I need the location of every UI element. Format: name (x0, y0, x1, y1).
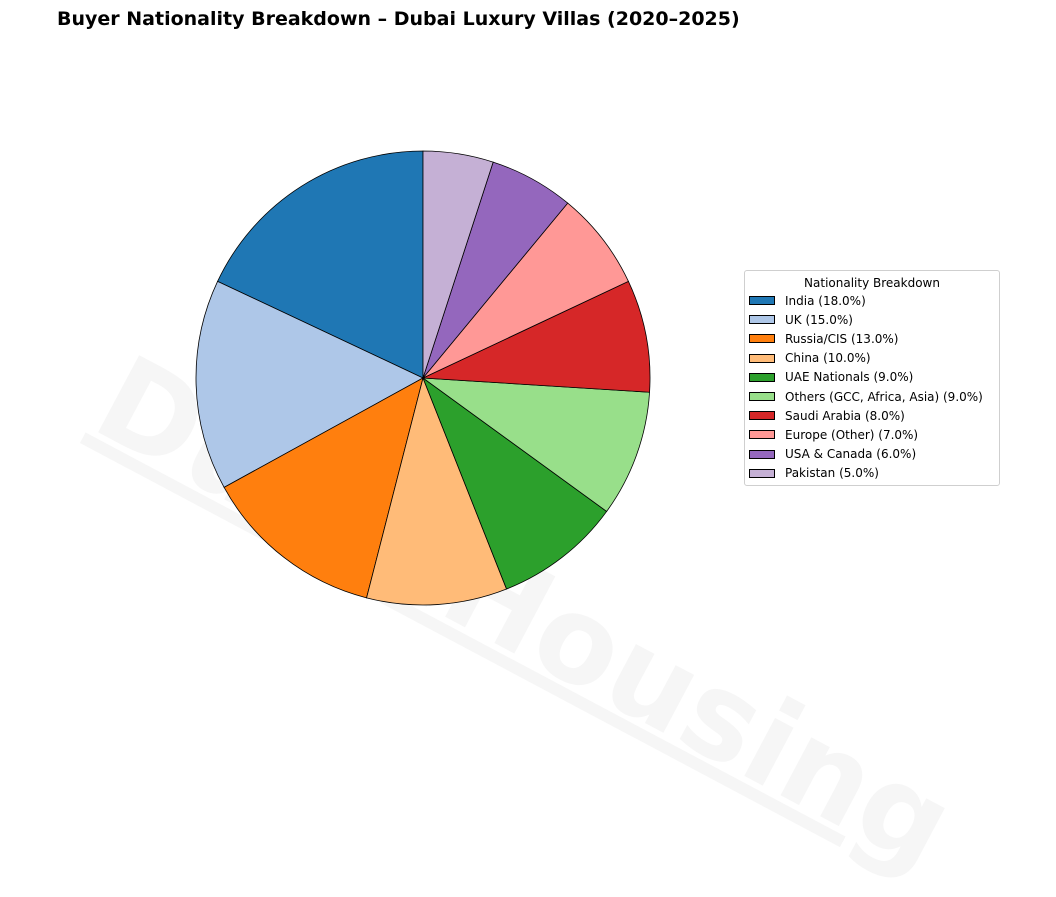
pie-slice-5 (421, 377, 650, 512)
legend-item: Russia/CIS (13.0%) (749, 329, 999, 348)
legend-swatch (749, 430, 775, 440)
legend-label: UAE Nationals (9.0%) (785, 370, 914, 385)
pie-slice-9 (422, 150, 494, 379)
legend-swatch (749, 411, 775, 421)
legend-swatch (749, 468, 775, 478)
legend-item: Others (GCC, Africa, Asia) (9.0%) (749, 387, 999, 406)
pie-chart (195, 150, 651, 606)
legend-swatch (749, 334, 775, 344)
legend-item: Europe (Other) (7.0%) (749, 425, 999, 444)
legend-item: India (18.0%) (749, 291, 999, 310)
legend-label: China (10.0%) (785, 351, 871, 366)
pie-slice-2 (223, 377, 424, 599)
pie-slice-6 (422, 280, 651, 393)
legend: Nationality Breakdown India (18.0%) UK (1… (744, 270, 1000, 486)
pie-slice-1 (195, 280, 424, 488)
legend-label: Pakistan (5.0%) (785, 466, 879, 481)
legend-swatch (749, 372, 775, 382)
legend-items: India (18.0%) UK (15.0%) Russia/CIS (13.0%… (745, 291, 999, 483)
legend-label: Others (GCC, Africa, Asia) (9.0%) (785, 389, 983, 404)
legend-label: UK (15.0%) (785, 312, 853, 327)
pie-slice-4 (422, 376, 608, 590)
legend-item: USA & Canada (6.0%) (749, 445, 999, 464)
pie-slice-0 (217, 150, 424, 379)
legend-swatch (749, 353, 775, 363)
legend-label: Saudi Arabia (8.0%) (785, 408, 905, 423)
legend-swatch (749, 449, 775, 459)
legend-label: India (18.0%) (785, 293, 866, 308)
legend-item: UK (15.0%) (749, 310, 999, 329)
legend-item: Saudi Arabia (8.0%) (749, 406, 999, 425)
legend-swatch (749, 296, 775, 306)
legend-item: China (10.0%) (749, 349, 999, 368)
legend-swatch (749, 392, 775, 402)
pie-slice-3 (366, 376, 508, 606)
legend-item: Pakistan (5.0%) (749, 464, 999, 483)
legend-item: UAE Nationals (9.0%) (749, 368, 999, 387)
chart-title: Buyer Nationality Breakdown – Dubai Luxu… (57, 8, 740, 30)
legend-swatch (749, 315, 775, 325)
legend-label: Russia/CIS (13.0%) (785, 331, 899, 346)
legend-label: Europe (Other) (7.0%) (785, 427, 919, 442)
legend-label: USA & Canada (6.0%) (785, 447, 917, 462)
legend-title: Nationality Breakdown (804, 276, 940, 290)
